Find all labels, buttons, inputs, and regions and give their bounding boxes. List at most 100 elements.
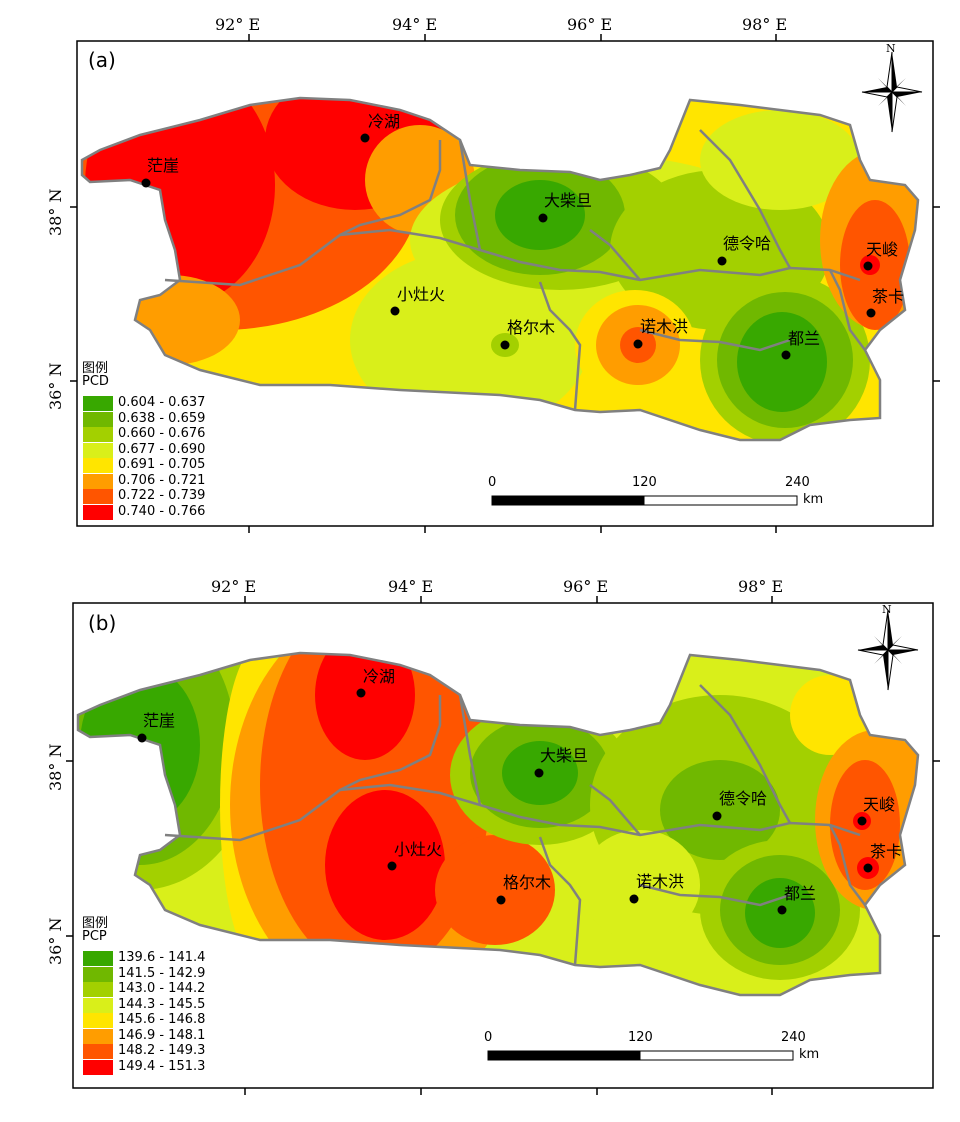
- north-arrow-icon: [857, 609, 919, 691]
- legend-swatch: [83, 489, 113, 504]
- city-label-dachaidan: 大柴旦: [540, 746, 589, 765]
- station-dot-lenghu: [360, 133, 370, 143]
- scale-label-0: 0: [484, 1030, 493, 1045]
- north-arrow-icon: [861, 51, 923, 133]
- lon-label-92: 92° E: [211, 577, 257, 596]
- city-label-nuomuhong: 诺木洪: [636, 872, 685, 891]
- graticule-ticks-a: [70, 34, 940, 533]
- scale-label-120: 120: [632, 475, 657, 490]
- scale-bar-b: [487, 1050, 794, 1061]
- station-dot-chaka: [866, 308, 876, 318]
- city-label-xiaozaohuo: 小灶火: [394, 840, 443, 859]
- station-markers-a: [141, 133, 876, 360]
- map-svg-a: [70, 34, 940, 533]
- scale-label-240: 240: [781, 1030, 806, 1045]
- legend-range-label: 143.0 - 144.2: [118, 981, 206, 996]
- lat-label-38: 38° N: [46, 188, 65, 236]
- station-dot-mangya: [141, 178, 151, 188]
- legend-range-label: 0.691 - 0.705: [118, 457, 206, 472]
- legend-range-label: 148.2 - 149.3: [118, 1043, 206, 1058]
- legend-swatch: [83, 1059, 113, 1075]
- county-boundaries-b: [76, 651, 920, 997]
- scale-label-240: 240: [785, 475, 810, 490]
- legend-range-label: 141.5 - 142.9: [118, 965, 206, 981]
- legend-range-label: 0.706 - 0.721: [118, 472, 206, 488]
- city-label-tianjun: 天峻: [863, 795, 896, 814]
- city-label-mangya: 茫崖: [147, 156, 180, 175]
- lon-label-98: 98° E: [742, 15, 788, 34]
- legend-range-label: 0.604 - 0.637: [118, 395, 206, 410]
- graticule-ticks-b: [66, 596, 940, 1095]
- map-panel-a: 92° E 94° E 96° E 98° E 38° N 36° N (a) …: [46, 15, 940, 533]
- city-label-geermu: 格尔木: [503, 873, 552, 892]
- station-dot-dachaidan: [538, 213, 548, 223]
- station-dot-geermu: [496, 895, 506, 905]
- legend-title-a: 图例: [82, 361, 109, 376]
- station-dot-chaka: [863, 863, 873, 873]
- city-label-mangya: 茫崖: [143, 711, 176, 730]
- scale-label-120: 120: [628, 1030, 653, 1045]
- legend-swatch: [83, 473, 113, 489]
- legend-swatch: [83, 396, 113, 411]
- scale-label-0: 0: [488, 475, 497, 490]
- lon-label-94: 94° E: [388, 577, 434, 596]
- city-label-chaka: 茶卡: [872, 287, 905, 306]
- scale-bar-a: [491, 495, 798, 506]
- legend-swatch: [83, 982, 113, 997]
- legend-swatch: [83, 997, 113, 1013]
- county-boundaries-a: [80, 96, 920, 442]
- city-label-chaka: 茶卡: [870, 842, 903, 861]
- legend-range-label: 0.677 - 0.690: [118, 441, 206, 457]
- legend-range-label: 144.3 - 145.5: [118, 996, 206, 1012]
- legend-swatch: [83, 966, 113, 982]
- legend-field-b: PCP: [82, 929, 107, 944]
- city-label-delingha: 德令哈: [719, 789, 768, 808]
- scale-unit: km: [799, 1047, 820, 1062]
- panel-label-a: (a): [88, 48, 116, 72]
- lon-label-96: 96° E: [567, 15, 613, 34]
- lon-label-96: 96° E: [563, 577, 609, 596]
- north-label: N: [882, 603, 892, 616]
- scale-unit: km: [803, 492, 824, 507]
- lat-label-36: 36° N: [46, 917, 65, 965]
- station-dot-dulan: [781, 350, 791, 360]
- legend-swatch: [83, 1028, 113, 1044]
- map-frame-b: [72, 602, 934, 1089]
- legend-range-label: 149.4 - 151.3: [118, 1058, 206, 1074]
- legend-range-label: 145.6 - 146.8: [118, 1012, 206, 1027]
- panel-label-b: (b): [88, 611, 117, 635]
- city-label-dachaidan: 大柴旦: [544, 191, 593, 210]
- city-label-dulan: 都兰: [788, 329, 821, 348]
- station-dot-nuomuhong: [629, 894, 639, 904]
- station-dot-geermu: [500, 340, 510, 350]
- legend-swatch: [83, 427, 113, 442]
- legend-field-a: PCD: [82, 374, 109, 389]
- station-dot-xiaozaohuo: [387, 861, 397, 871]
- legend-range-label: 0.722 - 0.739: [118, 488, 206, 503]
- city-label-delingha: 德令哈: [723, 234, 772, 253]
- legend-swatch: [83, 411, 113, 427]
- city-label-tianjun: 天峻: [866, 240, 899, 259]
- map-panel-b: 92° E 94° E 96° E 98° E 38° N 36° N (b) …: [0, 555, 960, 1116]
- lat-label-38: 38° N: [46, 743, 65, 791]
- station-dot-nuomuhong: [633, 339, 643, 349]
- legend-swatch: [83, 458, 113, 473]
- legend-swatch: [83, 442, 113, 458]
- station-dot-mangya: [137, 733, 147, 743]
- station-dot-tianjun: [857, 816, 867, 826]
- city-label-lenghu: 冷湖: [368, 112, 401, 131]
- city-label-dulan: 都兰: [784, 884, 817, 903]
- legend-range-label: 0.740 - 0.766: [118, 503, 206, 519]
- city-label-geermu: 格尔木: [507, 318, 556, 337]
- legend-range-label: 146.9 - 148.1: [118, 1027, 206, 1043]
- legend-swatch: [83, 951, 113, 966]
- legend-range-label: 0.638 - 0.659: [118, 410, 206, 426]
- map-frame-a: [76, 40, 934, 527]
- legend-range-label: 139.6 - 141.4: [118, 950, 206, 965]
- station-dot-dulan: [777, 905, 787, 915]
- north-label: N: [886, 42, 896, 55]
- lon-label-92: 92° E: [215, 15, 261, 34]
- legend-range-label: 0.660 - 0.676: [118, 426, 206, 441]
- station-dot-delingha: [717, 256, 727, 266]
- legend-swatch: [83, 1013, 113, 1028]
